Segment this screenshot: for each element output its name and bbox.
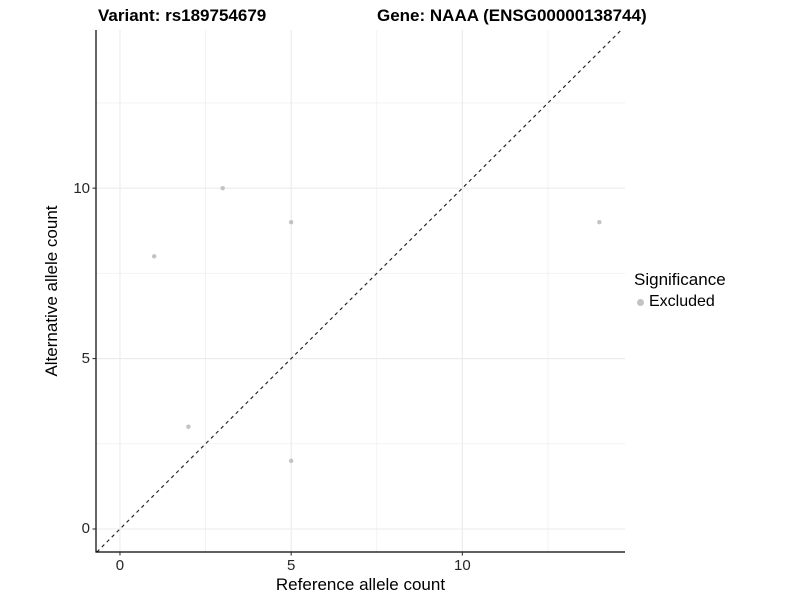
data-point <box>288 458 294 464</box>
legend-entry-label: Excluded <box>649 293 715 310</box>
y-tick-label: 0 <box>81 520 90 538</box>
plot-title-gene: Gene: NAAA (ENSG00000138744) <box>377 6 647 25</box>
y-tick-label: 10 <box>73 179 90 197</box>
y-tick-label: 5 <box>81 350 90 368</box>
data-point <box>152 254 157 259</box>
y-axis-title: Alternative allele count <box>42 205 61 377</box>
legend-point-icon <box>637 298 644 306</box>
identity-line <box>96 29 622 553</box>
x-tick-label: 0 <box>115 557 125 574</box>
legend: Significance Excluded <box>634 270 726 311</box>
legend-title: Significance <box>634 270 726 289</box>
data-point <box>186 424 191 429</box>
data-point <box>288 220 294 225</box>
x-tick-label: 5 <box>286 557 296 574</box>
x-axis-title: Reference allele count <box>275 575 446 594</box>
x-tick-label: 10 <box>454 557 471 574</box>
data-point <box>220 185 225 191</box>
legend-entry-excluded: Excluded <box>634 293 726 311</box>
plot-title-variant: Variant: rs189754679 <box>98 6 267 25</box>
data-point <box>597 220 602 225</box>
